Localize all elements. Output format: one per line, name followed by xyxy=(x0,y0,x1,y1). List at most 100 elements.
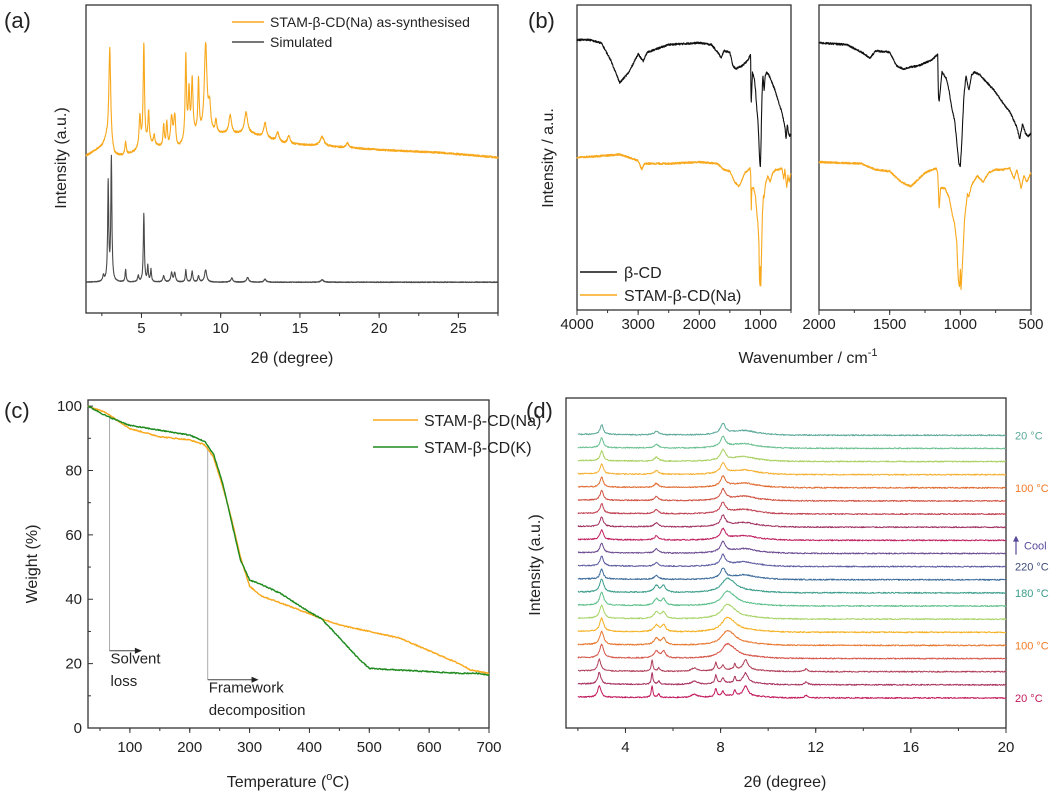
plot-frame-b2 xyxy=(818,4,1032,311)
xrd-trace xyxy=(577,616,1006,634)
x-axis-label-text: Temperature ( xyxy=(227,774,327,791)
series-line-stam-na xyxy=(818,160,1032,291)
legend-label: STAM-β-CD(Na) as-synthesised xyxy=(270,14,470,30)
xrd-trace xyxy=(577,475,1007,489)
x-tick-label: 700 xyxy=(476,739,501,756)
xrd-trace xyxy=(577,567,1007,581)
y-tick-label: 100 xyxy=(57,398,82,415)
x-axis-label-d: 2θ (degree) xyxy=(744,774,827,791)
x-tick-label: 1000 xyxy=(944,316,977,333)
panel-label-a: (a) xyxy=(4,8,31,33)
series-line-simulated xyxy=(85,154,499,284)
series-line-stam-na xyxy=(87,405,490,675)
x-tick-label: 2000 xyxy=(683,316,716,333)
temperature-label: 20 °C xyxy=(1015,693,1043,705)
x-tick-label: 1500 xyxy=(873,316,906,333)
temperature-label: Cool xyxy=(1024,541,1047,553)
series-line-stam-na xyxy=(576,153,792,287)
x-axis-label-unit: C) xyxy=(332,774,349,791)
xrd-trace xyxy=(577,435,1006,450)
panel-label-b: (b) xyxy=(528,8,555,33)
degree-superscript: o xyxy=(326,771,332,783)
x-tick-label: 1000 xyxy=(744,316,777,333)
annotation-text: Framework xyxy=(209,680,285,697)
y-axis-label-b: Intensity / a.u. xyxy=(540,108,557,208)
x-tick-label: 12 xyxy=(807,739,824,756)
x-tick-label: 2000 xyxy=(802,316,835,333)
arrow-right-icon xyxy=(251,676,259,683)
x-tick-label: 16 xyxy=(903,739,920,756)
legend-label: β-CD xyxy=(624,265,662,282)
xrd-trace xyxy=(577,642,1007,660)
y-tick-label: 40 xyxy=(65,591,82,608)
y-axis-label-a: Intensity (a.u.) xyxy=(53,107,70,208)
x-tick-label: 600 xyxy=(417,739,442,756)
temperature-label: 220 °C xyxy=(1015,562,1049,574)
x-tick-label: 8 xyxy=(716,739,724,756)
x-tick-label: 5 xyxy=(137,320,145,337)
x-tick-label: 20 xyxy=(371,320,388,337)
xrd-trace xyxy=(577,448,1007,463)
x-tick-label: 10 xyxy=(212,320,229,337)
x-tick-label: 4 xyxy=(621,739,629,756)
legend-label: STAM-β-CD(Na) xyxy=(424,413,541,430)
legend-label: Simulated xyxy=(270,34,332,50)
xrd-trace xyxy=(577,590,1007,608)
x-tick-label: 500 xyxy=(1018,316,1043,333)
xrd-trace xyxy=(577,671,1007,686)
xrd-trace xyxy=(577,630,1007,647)
x-tick-label: 4000 xyxy=(560,316,593,333)
y-tick-label: 80 xyxy=(65,462,82,479)
temperature-label: 180 °C xyxy=(1015,588,1049,600)
temperature-label: 100 °C xyxy=(1015,483,1049,495)
x-tick-label: 3000 xyxy=(621,316,654,333)
legend-label: STAM-β-CD(K) xyxy=(424,440,532,457)
xrd-trace xyxy=(577,577,1007,594)
xrd-trace xyxy=(577,487,1007,502)
annotation-text: Solvent xyxy=(111,651,162,668)
y-axis-label-d: Intensity (a.u.) xyxy=(527,514,544,615)
plot-frame-a xyxy=(85,4,499,314)
y-tick-label: 60 xyxy=(65,527,82,544)
panel-label-d: (d) xyxy=(526,398,553,423)
xrd-trace xyxy=(577,658,1007,673)
x-tick-label: 15 xyxy=(292,320,309,337)
plot-frame-d xyxy=(565,397,1007,729)
series-line-as-synthesised xyxy=(85,41,499,159)
y-tick-label: 20 xyxy=(65,656,82,673)
arrow-right-icon xyxy=(134,647,142,654)
temperature-label: 100 °C xyxy=(1015,640,1049,652)
xrd-trace xyxy=(577,527,1007,542)
x-tick-label: 300 xyxy=(237,739,262,756)
x-tick-label: 20 xyxy=(998,739,1015,756)
x-tick-label: 500 xyxy=(357,739,382,756)
x-axis-label-b: Wavenumber / cm-1 xyxy=(739,347,878,367)
xrd-trace xyxy=(577,514,1007,529)
xrd-trace xyxy=(577,685,1007,699)
annotation-text: decomposition xyxy=(209,702,306,719)
x-tick-label: 200 xyxy=(177,739,202,756)
panel-label-c: (c) xyxy=(4,398,30,423)
x-tick-label: 400 xyxy=(297,739,322,756)
x-axis-label-text: Wavenumber / cm xyxy=(739,350,868,367)
series-line-beta-cd xyxy=(576,38,792,168)
plot-frame-c xyxy=(87,399,490,729)
arrow-up-icon xyxy=(1013,535,1019,542)
series-line-beta-cd xyxy=(818,41,1032,168)
xrd-trace xyxy=(577,553,1006,568)
xrd-trace xyxy=(577,462,1007,476)
legend-label: STAM-β-CD(Na) xyxy=(624,288,741,305)
xrd-trace xyxy=(577,423,1007,437)
x-axis-label-c: Temperature (oC) xyxy=(227,771,350,791)
x-axis-label-a: 2θ (degree) xyxy=(251,350,334,367)
xrd-trace xyxy=(577,501,1007,516)
xrd-trace xyxy=(577,603,1007,621)
x-axis-label-superscript: -1 xyxy=(868,347,878,359)
xrd-trace xyxy=(577,540,1007,555)
y-axis-label-c: Weight (%) xyxy=(24,525,41,604)
x-tick-label: 25 xyxy=(450,320,467,337)
y-tick-label: 0 xyxy=(74,720,82,737)
x-tick-label: 100 xyxy=(117,739,142,756)
temperature-label: 20 °C xyxy=(1015,430,1043,442)
